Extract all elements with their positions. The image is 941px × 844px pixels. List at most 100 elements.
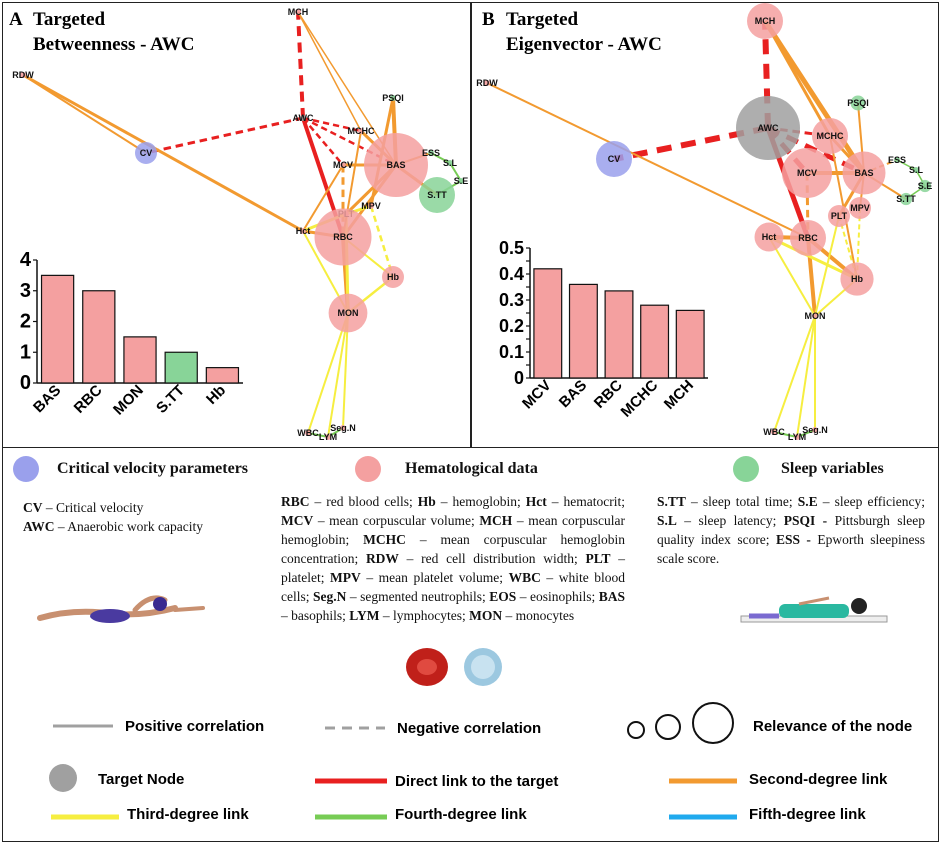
node-cv [135,142,157,164]
node-label-mpv: MPV [361,201,381,211]
node-label-lym: LYM [788,432,806,442]
bar-y-tick-label: 0.2 [499,316,524,336]
line-legend: Positive correlation Negative correlatio… [49,702,912,823]
hema-def-text: – red blood cells; [309,494,418,509]
node-rdw [484,80,490,86]
sleep-def-text: Epworth sleepiness scale score. [657,532,925,566]
node-awc [300,115,306,121]
bar-s-tt [164,351,198,384]
edge-s-l-s-e [449,162,462,182]
node-label-wbc: WBC [297,428,319,438]
hema-def-text: – eosinophils; [516,589,599,604]
node-hct [300,228,306,234]
sleep-def-text: Pittsburgh sleep quality index score; [657,513,925,547]
panel-b-title-line2: Eigenvector - AWC [506,34,662,55]
bar-y-tick-label: 0 [514,368,524,388]
bar-label-mon: MON [110,382,147,419]
bar-y-tick-label: 4 [20,249,32,271]
hema-def-abbr: Hb [417,494,436,509]
node-mcv [340,162,346,168]
node-mpv [368,203,374,209]
node-label-awc: AWC [758,123,779,133]
edge-plt-mon [814,215,840,317]
sleep-swatch-icon [733,456,759,482]
hema-def-abbr: Hct [525,494,547,509]
hema-definitions: RBC – red blood cells; Hb – hemoglobin; … [281,492,625,625]
bar-rbc [82,290,116,384]
node-label-mcv: MCV [333,160,353,170]
panel-a-title-line2: Betweenness - AWC [33,34,195,55]
bar-hb [205,367,240,384]
hema-def-text: – hematocrit; [546,494,625,509]
node-cv [596,141,632,177]
bar-label-s-tt: S.TT [153,382,188,417]
node-mchc [358,128,364,134]
target-node-icon [49,764,77,792]
node-label-rdw: RDW [12,70,34,80]
node-label-hb: Hb [851,274,863,284]
hema-def-abbr: RBC [281,494,310,509]
node-mch [295,9,301,15]
edge-mcv-hct [302,164,344,232]
node-rdw [20,72,26,78]
edge-awc-cv [145,116,304,155]
edge-mpv-hb [369,205,395,278]
sleep-definitions: S.TT – sleep total time; S.E – sleep eff… [657,492,925,568]
hema-def-abbr: MCH [479,513,513,528]
node-label-bas: BAS [854,168,873,178]
node-label-mch: MCH [288,7,309,17]
bar-mcv [533,268,563,379]
node-label-ess: ESS [422,148,440,158]
node-ess [894,157,900,163]
bar-y-tick-label: 0.5 [499,238,524,258]
node-bas [364,133,428,197]
edge-rdw-hct [22,73,304,233]
fourth-degree-label: Fourth-degree link [395,806,527,823]
bar-y-tick-label: 0 [20,372,31,394]
cv-definitions: CV – Critical velocity AWC – Anaerobic wo… [23,498,263,536]
node-label-s-tt: S.TT [427,190,447,200]
hema-def-text: – mean corpuscular hemoglobin; [281,513,625,547]
sleep-def-abbr: S.L [657,513,677,528]
sleep-def-abbr: S.TT [657,494,686,509]
edge-cv-rdw [22,74,147,154]
node-s-l [447,160,453,166]
node-label-seg-n: Seg.N [802,425,828,435]
node-label-hct: Hct [762,232,777,242]
edge-ess-s-l [896,159,917,171]
hema-def-abbr: MCV [281,513,314,528]
bar-label-mcv: MCV [519,377,555,413]
node-hct [754,222,784,252]
node-label-plt: PLT [831,211,848,221]
target-node-label: Target Node [98,771,184,788]
hema-def-text: – platelet; [281,551,626,585]
relevance-small-icon [627,721,645,739]
node-label-mon: MON [805,311,826,321]
hema-def-text: – hemoglobin; [435,494,526,509]
node-mon [812,313,818,319]
bar-y-tick-label: 0.4 [499,264,524,284]
node-label-cv: CV [608,154,621,164]
node-s-tt [419,177,455,213]
relevance-large-icon [692,702,734,744]
node-label-mon: MON [338,308,359,318]
hema-def-abbr: RDW [365,551,399,566]
panel-b-title-line1: Targeted [506,9,579,30]
node-wbc [771,429,777,435]
bar-rbc [604,290,634,379]
edge-wbc-lym [307,432,329,438]
bar-label-hb: Hb [203,382,229,408]
second-degree-label: Second-degree link [749,771,888,788]
sleep-header: Sleep variables [733,456,884,482]
sleep-def-text: – sleep latency; [676,513,784,528]
relevance-medium-icon [655,714,681,740]
node-ess [428,150,434,156]
node-label-s-e: S.E [454,176,469,186]
hema-def-abbr: MON [469,608,503,623]
panel-a-title-line1: Targeted [33,9,106,30]
edge-mon-wbc [773,315,816,433]
bar-label-rbc: RBC [71,382,106,417]
node-mpv [849,197,871,219]
bar-y-tick-label: 3 [20,280,31,302]
edge-mch-bas [762,19,867,175]
